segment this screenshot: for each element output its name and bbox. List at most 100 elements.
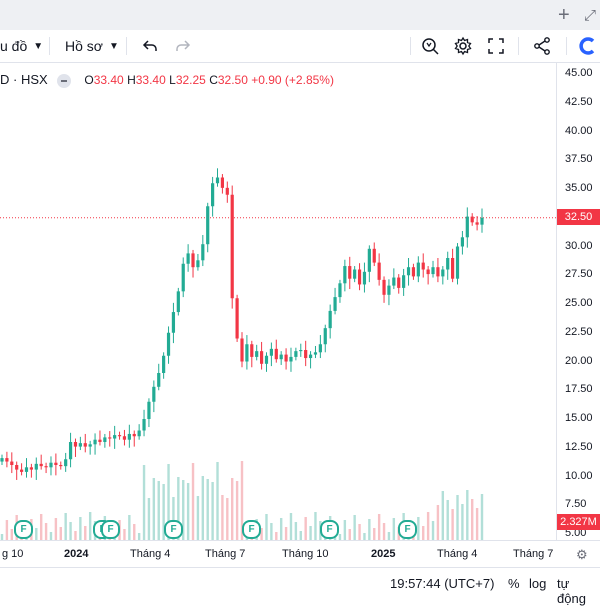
candle-body xyxy=(426,269,430,275)
volume-bar xyxy=(49,532,53,540)
clock-time[interactable]: 19:57:44 (UTC+7) xyxy=(390,576,495,591)
candle-body xyxy=(113,435,117,439)
volume-bar xyxy=(240,461,244,540)
axis-settings-icon[interactable]: ⚙ xyxy=(576,547,588,562)
chart-legend: D · HSX O33.40 H33.40 L32.25 C32.50 +0.9… xyxy=(0,72,334,88)
candle-body xyxy=(475,222,479,225)
earnings-marker-icon[interactable]: F xyxy=(320,520,339,539)
volume-bar xyxy=(84,526,87,540)
price-tick: 37.50 xyxy=(565,153,593,166)
volume-bar xyxy=(304,517,307,540)
candle-body xyxy=(64,459,68,467)
earnings-marker-icon[interactable]: F xyxy=(242,520,261,539)
gear-icon[interactable] xyxy=(453,36,473,56)
open-label: O xyxy=(84,73,94,87)
candle-body xyxy=(206,206,210,245)
candle-body xyxy=(250,344,254,357)
percent-toggle[interactable]: % xyxy=(508,576,520,591)
candle-body xyxy=(455,246,460,279)
candle-body xyxy=(166,332,171,356)
price-tick: 35.00 xyxy=(565,182,593,194)
toolbar-divider xyxy=(566,37,567,55)
candle-body xyxy=(465,216,469,238)
price-tick: 42.50 xyxy=(565,95,593,108)
volume-bar xyxy=(147,498,151,540)
fullscreen-icon[interactable] xyxy=(486,36,506,56)
time-axis-border xyxy=(0,540,600,541)
candle-body xyxy=(78,443,82,447)
volume-bar xyxy=(133,524,136,540)
time-tick: 2024 xyxy=(64,548,89,560)
candle-body xyxy=(299,350,303,352)
toolbar-divider xyxy=(49,37,50,55)
expand-icon[interactable]: ⤢ xyxy=(584,7,597,24)
legend-toggle-icon[interactable] xyxy=(57,73,72,88)
volume-bar xyxy=(270,523,273,540)
volume-bar xyxy=(358,524,361,540)
earnings-marker-icon[interactable]: F xyxy=(398,520,417,539)
price-tick: 45.00 xyxy=(565,67,593,79)
volume-bar xyxy=(348,529,351,540)
candle-body xyxy=(416,262,420,277)
candle-body xyxy=(122,436,127,440)
price-tick: 10.00 xyxy=(565,469,593,482)
volume-bar xyxy=(221,495,224,540)
chart-type-dropdown[interactable]: u đồ ▼ xyxy=(0,30,43,62)
profile-dropdown[interactable]: Hồ sơ ▼ xyxy=(65,30,119,62)
toolbar-divider xyxy=(518,37,519,55)
earnings-marker-icon[interactable]: F xyxy=(101,520,120,539)
candle-body xyxy=(215,177,220,184)
candle-body xyxy=(34,463,38,470)
volume-bar xyxy=(157,481,160,540)
chart-toolbar: u đồ ▼ Hồ sơ ▼ xyxy=(0,30,600,63)
chevron-down-icon: ▼ xyxy=(33,40,44,52)
earnings-marker-icon[interactable]: F xyxy=(14,520,33,539)
candle-body xyxy=(323,328,327,345)
time-tick: 2025 xyxy=(371,548,396,560)
undo-icon[interactable] xyxy=(140,36,160,56)
volume-bar xyxy=(206,479,209,540)
candle-body xyxy=(367,248,371,272)
volume-bar xyxy=(0,534,4,540)
price-chart[interactable] xyxy=(0,62,556,540)
volume-bar xyxy=(343,520,347,540)
log-toggle[interactable]: log xyxy=(529,576,547,591)
high-label: H xyxy=(127,73,136,87)
volume-bar xyxy=(196,496,200,540)
candle-body xyxy=(15,465,19,470)
candle-body xyxy=(245,344,249,362)
last-price-tag: 32.50 xyxy=(557,209,600,225)
volume-bar xyxy=(211,482,214,540)
candle-body xyxy=(431,267,435,275)
price-tick: 25.00 xyxy=(565,297,593,309)
price-tick: 7.50 xyxy=(565,498,587,511)
earnings-marker-icon[interactable]: F xyxy=(164,520,183,539)
plus-icon[interactable]: + xyxy=(558,4,570,26)
auto-toggle[interactable]: tự động xyxy=(557,576,586,606)
candle-body xyxy=(39,463,43,467)
candle-body xyxy=(274,348,278,360)
time-tick: Tháng 4 xyxy=(437,548,478,560)
logo-icon[interactable] xyxy=(578,36,598,56)
symbol-label[interactable]: D · HSX xyxy=(0,72,48,87)
candle-body xyxy=(313,352,318,355)
candle-body xyxy=(357,269,362,285)
candle-body xyxy=(338,283,342,298)
candle-body xyxy=(171,312,176,333)
candle-body xyxy=(436,267,440,277)
volume-bar xyxy=(59,527,62,540)
candle-body xyxy=(162,355,166,373)
candle-body xyxy=(333,297,337,311)
share-icon[interactable] xyxy=(532,36,552,56)
candle-body xyxy=(108,437,112,439)
redo-icon[interactable] xyxy=(173,36,193,56)
volume-bar xyxy=(422,526,425,540)
volume-bar xyxy=(382,523,386,540)
price-tick: 40.00 xyxy=(565,124,593,137)
candle-body xyxy=(24,467,29,472)
candle-body xyxy=(387,285,391,295)
candle-body xyxy=(73,442,78,447)
zoom-icon[interactable] xyxy=(420,36,440,56)
candle-body xyxy=(54,462,58,465)
volume-bar xyxy=(201,476,205,540)
